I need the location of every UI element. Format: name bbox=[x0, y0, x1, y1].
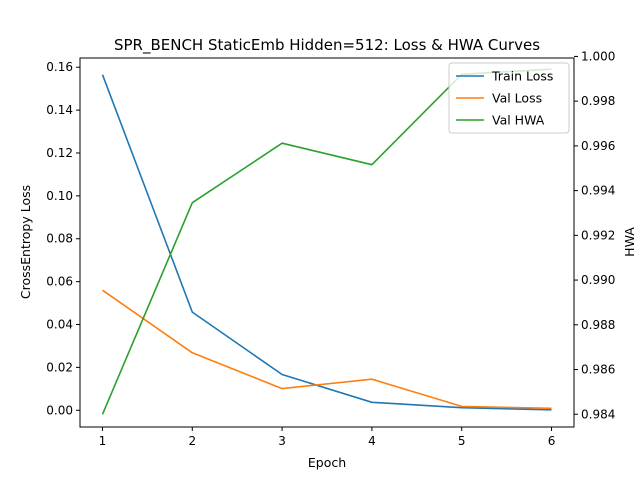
legend-label: Train Loss bbox=[491, 69, 553, 84]
y-tick-label-right: 0.994 bbox=[581, 184, 615, 198]
chart-title: SPR_BENCH StaticEmb Hidden=512: Loss & H… bbox=[114, 36, 540, 55]
axes-frame bbox=[79, 57, 575, 428]
x-tick-label: 4 bbox=[368, 434, 376, 448]
y-tick-label-left: 0.16 bbox=[46, 60, 73, 74]
x-tick-label: 6 bbox=[548, 434, 556, 448]
y-tick-label-right: 0.990 bbox=[581, 273, 615, 287]
y-tick-label-right: 0.992 bbox=[581, 228, 615, 242]
y-tick-label-left: 0.12 bbox=[46, 146, 73, 160]
y-tick-label-left: 0.06 bbox=[46, 275, 73, 289]
y-axis-label-left: CrossEntropy Loss bbox=[18, 185, 33, 299]
x-tick-label: 2 bbox=[188, 434, 196, 448]
x-tick-label: 3 bbox=[278, 434, 286, 448]
legend-box bbox=[448, 62, 570, 134]
plot-area: 1 2 3 4 5 6 0.00 0.02 0.04 0.06 0.08 0.10 0.12 0.14 0.… bbox=[46, 49, 615, 448]
y-tick-label-left: 0.02 bbox=[46, 360, 73, 374]
y-tick-label-left: 0.08 bbox=[46, 232, 73, 246]
y-tick-label-right: 0.998 bbox=[581, 94, 615, 108]
y-tick-label-right: 0.996 bbox=[581, 139, 615, 153]
series-line-train-loss bbox=[101, 74, 552, 411]
legend-label: Val Loss bbox=[492, 91, 542, 106]
legend-label: Val HWA bbox=[492, 113, 545, 128]
x-axis-label: Epoch bbox=[308, 455, 346, 470]
y-tick-label-right: 0.988 bbox=[581, 318, 615, 332]
y-tick-label-right: 0.984 bbox=[581, 407, 615, 421]
y-axis-label-right: HWA bbox=[622, 227, 637, 257]
y-tick-label-left: 0.00 bbox=[46, 403, 73, 417]
y-tick-label-left: 0.10 bbox=[46, 189, 73, 203]
y-tick-label-left: 0.04 bbox=[46, 318, 73, 332]
y-tick-label-left: 0.14 bbox=[46, 103, 73, 117]
x-tick-label: 1 bbox=[99, 434, 107, 448]
y-tick-label-right: 0.986 bbox=[581, 363, 615, 377]
x-tick-label: 5 bbox=[458, 434, 466, 448]
y-tick-label-right: 1.000 bbox=[581, 49, 615, 63]
series-line-val-loss bbox=[102, 289, 552, 410]
